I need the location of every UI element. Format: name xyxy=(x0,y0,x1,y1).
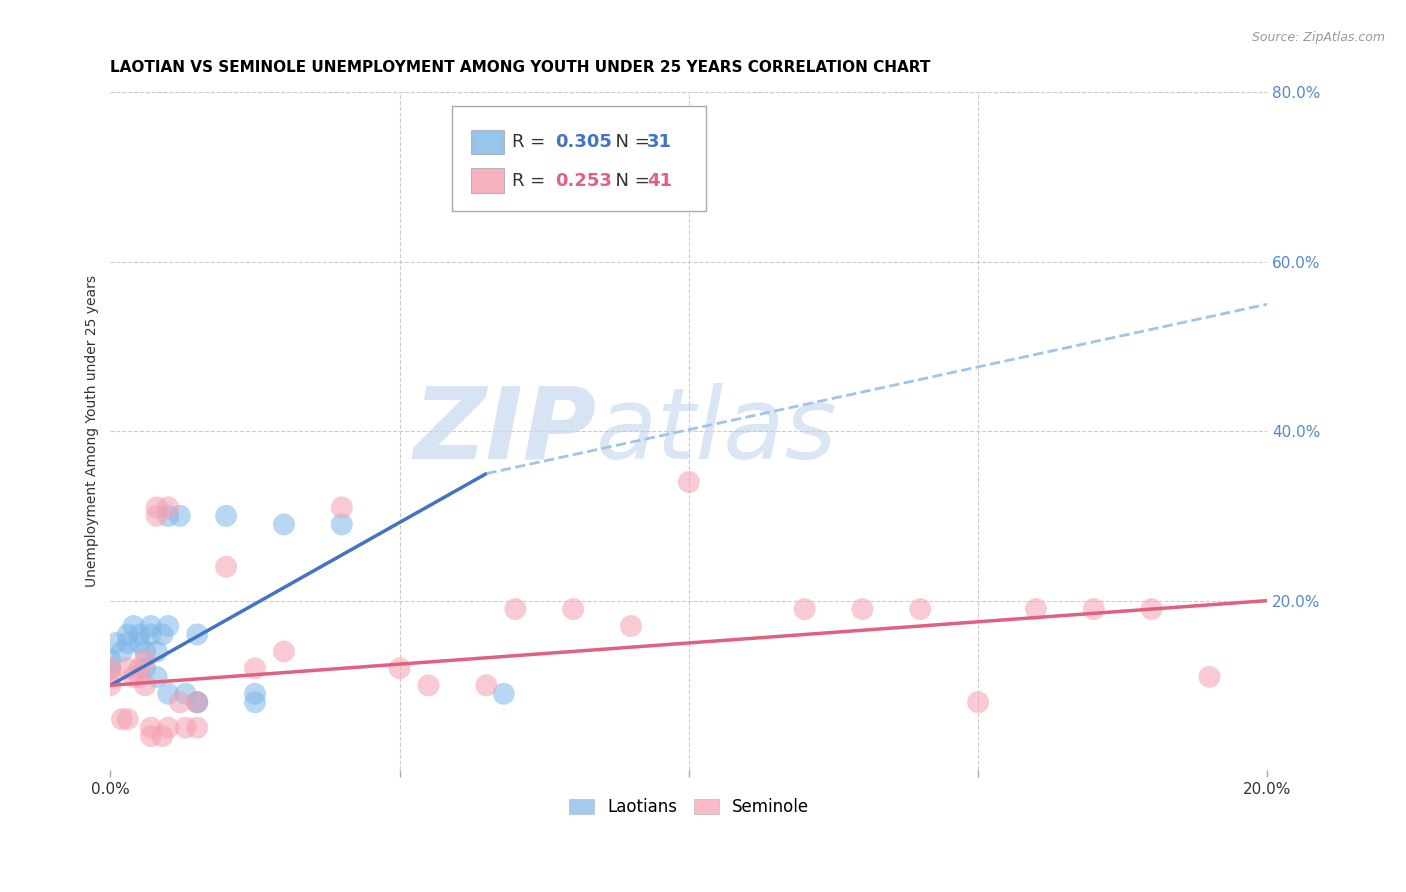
Point xyxy=(186,695,208,709)
Point xyxy=(967,695,990,709)
Text: N =: N = xyxy=(605,171,657,189)
Text: R =: R = xyxy=(512,171,551,189)
FancyBboxPatch shape xyxy=(451,106,706,211)
Point xyxy=(174,721,197,735)
Point xyxy=(139,721,162,735)
Point xyxy=(475,170,498,185)
Point xyxy=(215,559,238,574)
Point xyxy=(100,653,122,667)
Point xyxy=(100,670,122,684)
Point xyxy=(117,712,139,726)
Point xyxy=(330,517,353,532)
Point xyxy=(100,661,122,675)
Point xyxy=(128,636,150,650)
Point xyxy=(562,602,585,616)
Point xyxy=(620,619,643,633)
Point xyxy=(157,508,180,523)
Point xyxy=(157,687,180,701)
Point xyxy=(186,721,208,735)
Point xyxy=(1025,602,1047,616)
Point xyxy=(145,670,167,684)
Text: atlas: atlas xyxy=(596,383,838,480)
FancyBboxPatch shape xyxy=(471,129,503,154)
Point xyxy=(128,670,150,684)
Point xyxy=(388,661,411,675)
Point xyxy=(152,729,174,743)
Point xyxy=(157,619,180,633)
Point xyxy=(330,500,353,515)
Point xyxy=(186,695,208,709)
Point xyxy=(186,627,208,641)
Point xyxy=(243,695,266,709)
Point xyxy=(145,500,167,515)
Point xyxy=(793,602,815,616)
Point xyxy=(117,636,139,650)
Point xyxy=(418,678,440,692)
Point xyxy=(139,627,162,641)
Text: LAOTIAN VS SEMINOLE UNEMPLOYMENT AMONG YOUTH UNDER 25 YEARS CORRELATION CHART: LAOTIAN VS SEMINOLE UNEMPLOYMENT AMONG Y… xyxy=(111,60,931,75)
Y-axis label: Unemployment Among Youth under 25 years: Unemployment Among Youth under 25 years xyxy=(86,276,100,587)
Point xyxy=(505,602,527,616)
Point xyxy=(117,661,139,675)
FancyBboxPatch shape xyxy=(471,169,503,193)
Point xyxy=(134,644,156,658)
Point xyxy=(1198,670,1220,684)
Text: N =: N = xyxy=(605,133,657,151)
Text: 0.253: 0.253 xyxy=(555,171,612,189)
Text: 31: 31 xyxy=(647,133,672,151)
Legend: Laotians, Seminole: Laotians, Seminole xyxy=(562,791,815,822)
Point xyxy=(111,644,134,658)
Point xyxy=(145,508,167,523)
Text: ZIP: ZIP xyxy=(413,383,596,480)
Point xyxy=(273,517,295,532)
Point xyxy=(243,687,266,701)
Point xyxy=(157,721,180,735)
Point xyxy=(215,508,238,523)
Point xyxy=(1140,602,1163,616)
Point xyxy=(152,627,174,641)
Point xyxy=(134,653,156,667)
Text: Source: ZipAtlas.com: Source: ZipAtlas.com xyxy=(1251,31,1385,45)
Point xyxy=(492,687,515,701)
Text: R =: R = xyxy=(512,133,551,151)
Point xyxy=(117,627,139,641)
Point xyxy=(100,678,122,692)
Point xyxy=(273,644,295,658)
Point xyxy=(910,602,932,616)
Point xyxy=(851,602,873,616)
Point xyxy=(139,619,162,633)
Point xyxy=(139,729,162,743)
Point xyxy=(128,627,150,641)
Point xyxy=(186,695,208,709)
Text: 41: 41 xyxy=(647,171,672,189)
Point xyxy=(105,636,128,650)
Text: 0.305: 0.305 xyxy=(555,133,612,151)
Point xyxy=(122,619,145,633)
Point xyxy=(1083,602,1105,616)
Point xyxy=(122,670,145,684)
Point xyxy=(157,500,180,515)
Point xyxy=(169,695,191,709)
Point xyxy=(111,712,134,726)
Point xyxy=(678,475,700,489)
Point xyxy=(100,661,122,675)
Point xyxy=(145,644,167,658)
Point xyxy=(475,678,498,692)
Point xyxy=(174,687,197,701)
Point xyxy=(169,508,191,523)
Point xyxy=(243,661,266,675)
Point xyxy=(134,661,156,675)
Point xyxy=(128,661,150,675)
Point xyxy=(134,678,156,692)
